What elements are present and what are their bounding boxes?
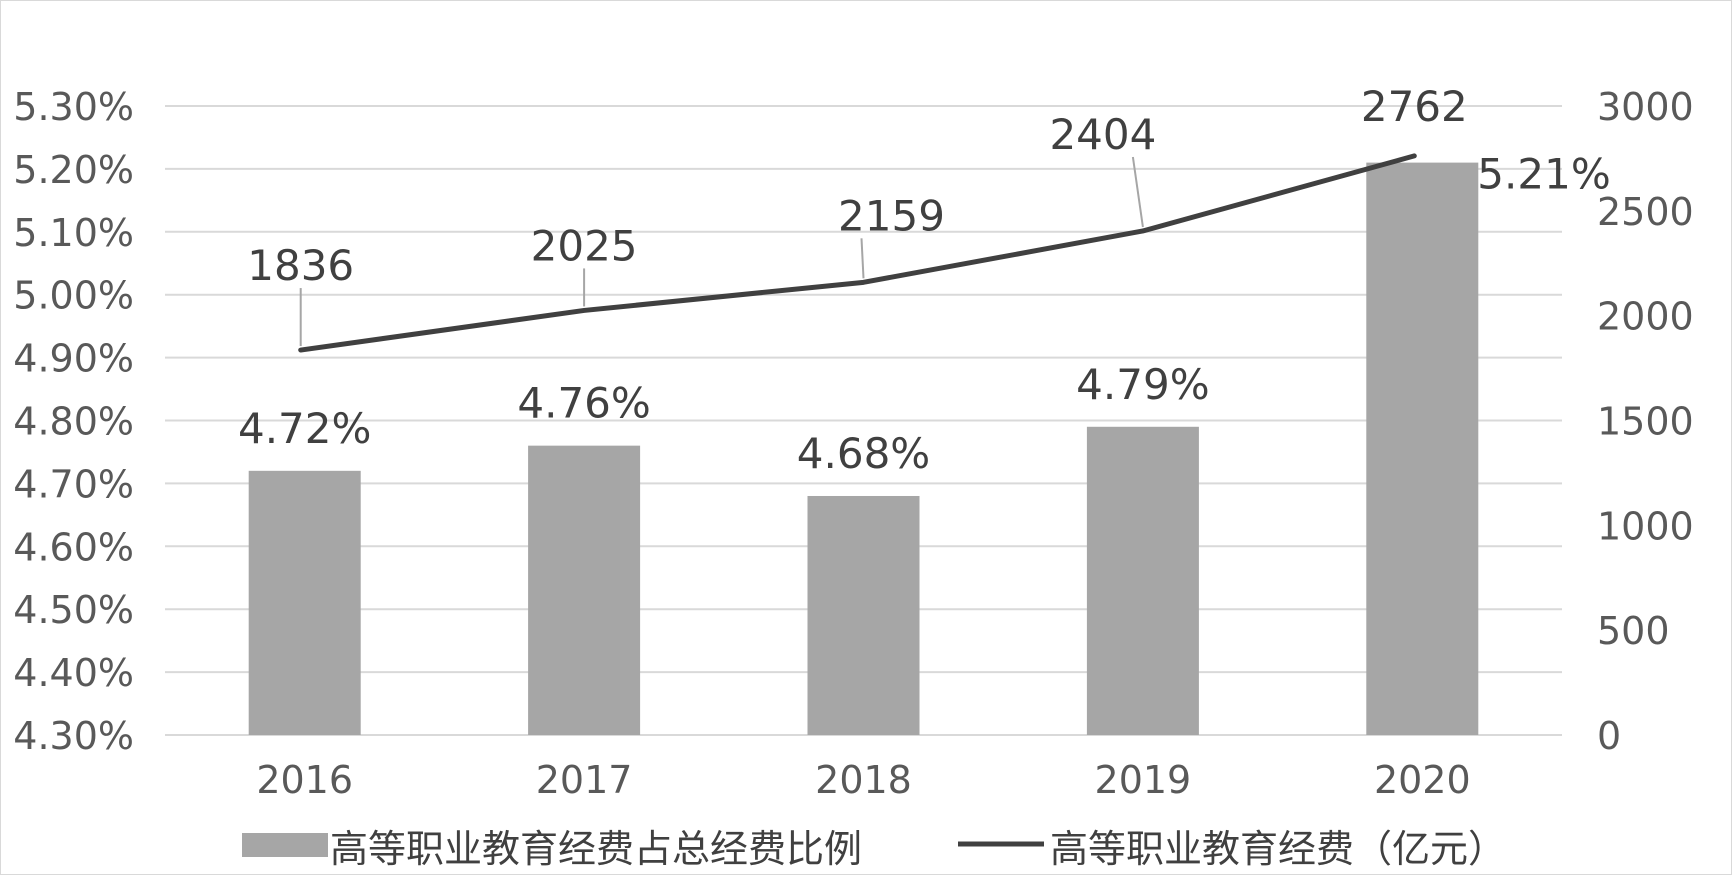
line-point xyxy=(862,281,865,284)
line-label-leader xyxy=(860,238,865,279)
line-data-label: 2404 xyxy=(1049,110,1156,159)
left-axis-tick-label: 4.80% xyxy=(13,400,134,444)
right-axis-ticks: 0 500 1000 1500 2000 2500 3000 xyxy=(1597,85,1694,758)
bar-data-label: 4.72% xyxy=(238,404,371,453)
bar-data-label: 4.68% xyxy=(797,429,930,478)
line-data-label: 2159 xyxy=(838,191,945,240)
line-series xyxy=(298,153,1417,353)
line-label-leader xyxy=(1131,156,1144,228)
right-axis-tick-label: 500 xyxy=(1597,609,1670,653)
x-axis-tick-label: 2017 xyxy=(536,758,633,802)
gridlines xyxy=(165,105,1562,736)
x-axis-tick-label: 2020 xyxy=(1374,758,1471,802)
right-axis-tick-label: 0 xyxy=(1597,714,1621,758)
line-point xyxy=(583,309,586,312)
bar xyxy=(528,445,641,735)
left-axis-tick-label: 5.00% xyxy=(13,274,134,318)
left-axis-tick-label: 5.20% xyxy=(13,148,134,192)
right-axis-tick-label: 1500 xyxy=(1597,400,1694,444)
bar xyxy=(1366,162,1479,736)
line-data-label: 1836 xyxy=(247,241,354,290)
right-axis-tick-label: 2500 xyxy=(1597,190,1694,234)
right-axis-tick-label: 3000 xyxy=(1597,85,1694,129)
line-point xyxy=(1141,229,1144,232)
left-axis-tick-label: 4.40% xyxy=(13,651,134,695)
left-axis-tick-label: 5.30% xyxy=(13,85,134,129)
line-data-label: 2025 xyxy=(531,221,638,270)
left-axis-tick-label: 4.30% xyxy=(13,714,134,758)
bar xyxy=(807,495,920,735)
bar xyxy=(1086,426,1199,735)
x-axis-ticks: 2016 2017 2018 2019 2020 xyxy=(256,758,1470,802)
left-axis-tick-label: 4.50% xyxy=(13,588,134,632)
line-data-label: 2762 xyxy=(1361,82,1468,131)
bar-data-label: 4.79% xyxy=(1076,360,1209,409)
bar xyxy=(248,470,361,735)
legend-bar-swatch xyxy=(242,833,328,857)
right-axis-tick-label: 2000 xyxy=(1597,295,1694,339)
line-point xyxy=(299,349,302,352)
legend-bar-label: 高等职业教育经费占总经费比例 xyxy=(330,827,862,871)
legend-line-label: 高等职业教育经费（亿元） xyxy=(1050,827,1506,871)
bar-data-label: 5.21% xyxy=(1477,150,1610,199)
left-axis-tick-label: 4.70% xyxy=(13,462,134,506)
left-axis-tick-label: 4.60% xyxy=(13,525,134,569)
bar-data-label: 4.76% xyxy=(517,379,650,428)
line-point xyxy=(1413,154,1416,157)
right-axis-tick-label: 1000 xyxy=(1597,504,1694,548)
bar-series xyxy=(248,162,1479,736)
x-axis-tick-label: 2016 xyxy=(256,758,353,802)
left-axis-ticks: 4.30% 4.40% 4.50% 4.60% 4.70% 4.80% 4.90% 5.00%… xyxy=(13,85,134,758)
left-axis-tick-label: 4.90% xyxy=(13,337,134,381)
x-axis-tick-label: 2019 xyxy=(1095,758,1192,802)
legend: 高等职业教育经费占总经费比例 高等职业教育经费（亿元） xyxy=(242,827,1506,871)
data-labels: 4.72% 4.76% 4.68% 4.79% 5.21% 1836 2025 2159 240… xyxy=(238,82,1611,478)
left-axis-tick-label: 5.10% xyxy=(13,211,134,255)
x-axis-tick-label: 2018 xyxy=(815,758,912,802)
